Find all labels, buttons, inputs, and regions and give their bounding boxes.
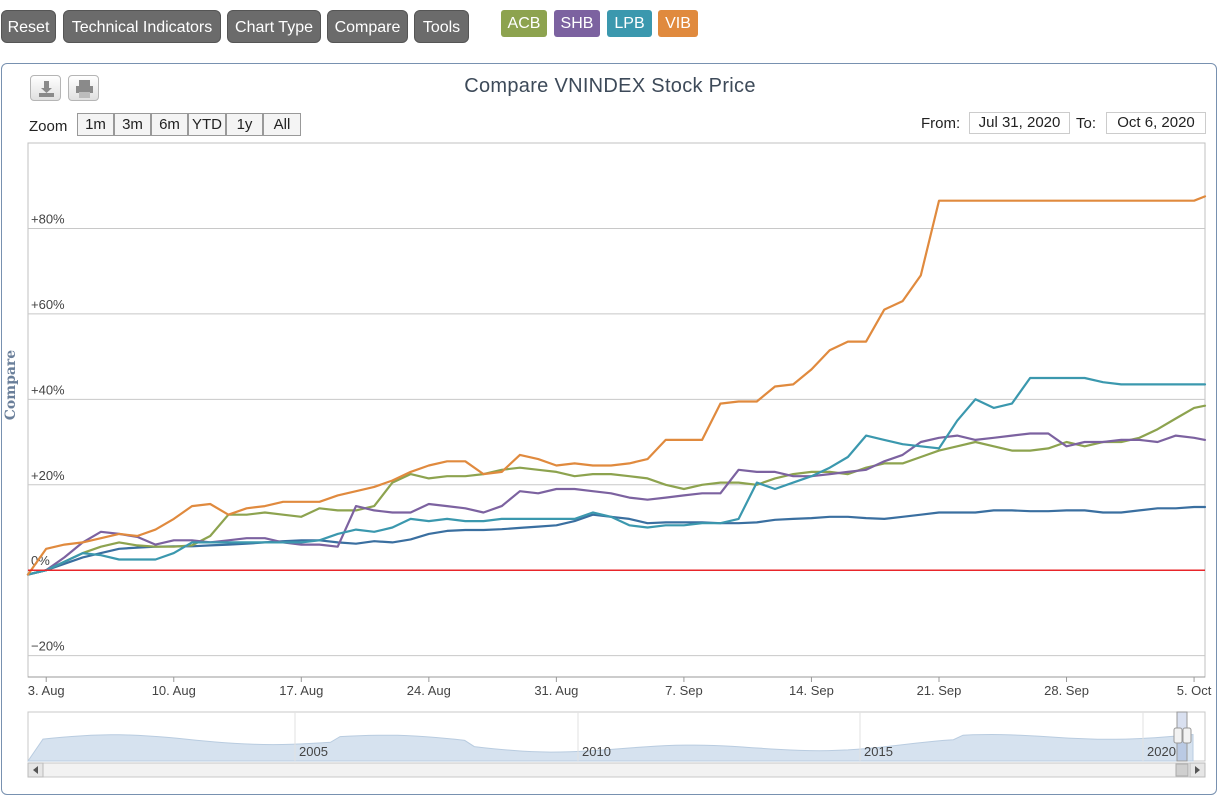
- x-tick-label: 31. Aug: [534, 683, 578, 698]
- x-tick-label: 3. Aug: [28, 683, 65, 698]
- y-tick-label: +60%: [31, 297, 65, 312]
- y-tick-label: +80%: [31, 211, 65, 226]
- navigator-area: [27, 733, 1194, 762]
- x-tick-label: 17. Aug: [279, 683, 323, 698]
- chart-panel: Compare VNINDEX Stock Price Zoom 1m 3m 6…: [1, 63, 1217, 795]
- y-tick-label: +20%: [31, 468, 65, 483]
- x-tick-label: 24. Aug: [407, 683, 451, 698]
- series-tag-lpb[interactable]: LPB: [607, 10, 652, 37]
- series-tag-acb[interactable]: ACB: [501, 10, 547, 37]
- technical-indicators-button[interactable]: Technical Indicators: [63, 10, 221, 43]
- navigator-year-label: 2010: [582, 744, 611, 759]
- navigator-year-label: 2005: [299, 744, 328, 759]
- tools-button[interactable]: Tools: [414, 10, 469, 43]
- navigator-handle[interactable]: [1173, 727, 1183, 744]
- zoom-3m-button[interactable]: 3m: [114, 113, 151, 136]
- reset-button[interactable]: Reset: [1, 10, 56, 43]
- zoom-1y-button[interactable]: 1y: [226, 113, 263, 136]
- navigator-year-label: 2015: [864, 744, 893, 759]
- zoom-1m-button[interactable]: 1m: [77, 113, 114, 136]
- x-tick-label: 5. Oct: [1177, 683, 1212, 698]
- navigator-year-label: 2020: [1147, 744, 1176, 759]
- download-button[interactable]: [30, 75, 61, 101]
- navigator-handle[interactable]: [1182, 727, 1192, 744]
- series-line-vnindex: [26, 505, 1207, 576]
- scroll-left-arrow-icon: [33, 766, 38, 774]
- print-button[interactable]: [68, 75, 99, 101]
- toolbar: Reset Technical Indicators Chart Type Co…: [0, 0, 1219, 55]
- chart-type-button[interactable]: Chart Type: [227, 10, 321, 43]
- scrollbar-thumb[interactable]: [1175, 763, 1189, 777]
- y-axis-label: Compare: [3, 350, 19, 421]
- series-tag-shb[interactable]: SHB: [554, 10, 600, 37]
- series-tag-vib[interactable]: VIB: [658, 10, 698, 37]
- x-tick-label: 7. Sep: [665, 683, 703, 698]
- y-tick-label: −20%: [31, 639, 65, 654]
- grid: [27, 142, 1206, 678]
- scrollbar-track[interactable]: [27, 762, 1206, 778]
- plot-frame: [27, 142, 1206, 678]
- series-line-lpb: [26, 376, 1207, 576]
- zoom-label: Zoom: [29, 118, 68, 135]
- navigator: 2005 2010 2015 2020: [27, 711, 1206, 778]
- x-tick-label: 10. Aug: [152, 683, 196, 698]
- zoom-ytd-button[interactable]: YTD: [188, 113, 226, 136]
- series-line-vib: [26, 195, 1207, 576]
- scroll-right-arrow-icon: [1195, 766, 1200, 774]
- x-tick-label: 28. Sep: [1044, 683, 1089, 698]
- download-icon: [39, 81, 54, 97]
- zoom-all-button[interactable]: All: [263, 113, 301, 136]
- to-date-input[interactable]: Oct 6, 2020: [1106, 112, 1206, 134]
- from-label: From:: [921, 115, 961, 132]
- from-date-input[interactable]: Jul 31, 2020: [969, 112, 1070, 134]
- chart-title: Compare VNINDEX Stock Price: [464, 75, 756, 97]
- to-label: To:: [1076, 115, 1097, 132]
- series-group: [26, 195, 1207, 576]
- x-tick-label: 21. Sep: [917, 683, 962, 698]
- print-icon: [76, 80, 93, 98]
- x-tick-label: 14. Sep: [789, 683, 834, 698]
- series-line-shb: [26, 432, 1207, 576]
- zoom-6m-button[interactable]: 6m: [151, 113, 188, 136]
- y-tick-label: +40%: [31, 382, 65, 397]
- compare-button[interactable]: Compare: [327, 10, 408, 43]
- series-line-acb: [26, 404, 1207, 576]
- axes: −20%0%+20%+40%+60%+80%3. Aug 10. Aug 17. A…: [28, 211, 1212, 698]
